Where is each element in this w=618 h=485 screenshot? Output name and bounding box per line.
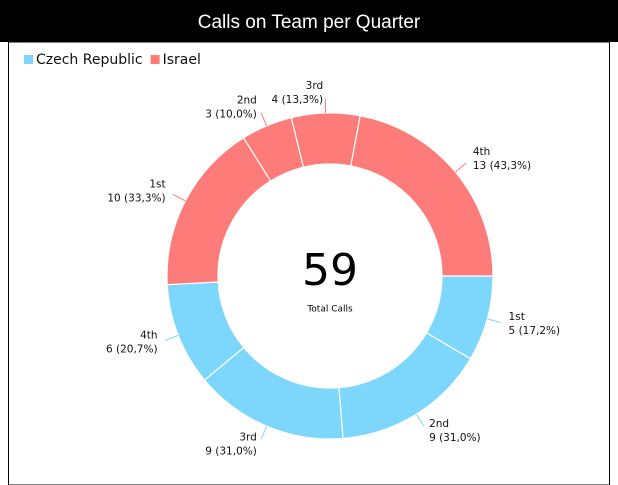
data-label-category: 2nd bbox=[237, 94, 257, 106]
title-bar bbox=[0, 0, 618, 42]
data-label: 5 (17,2%) bbox=[509, 325, 561, 337]
legend-swatch bbox=[24, 55, 33, 64]
data-label: 3 (10,0%) bbox=[205, 108, 257, 120]
donut-segment bbox=[290, 112, 361, 168]
legend-label: Israel bbox=[163, 52, 201, 68]
chart-title: Calls on Team per Quarter bbox=[198, 12, 421, 33]
data-label: 10 (33,3%) bbox=[107, 193, 165, 205]
data-label-category: 4th bbox=[473, 146, 490, 158]
data-label-category: 3rd bbox=[239, 432, 256, 444]
data-label-category: 1st bbox=[509, 311, 525, 323]
data-label: 9 (31,0%) bbox=[429, 432, 481, 444]
leader-line bbox=[260, 112, 268, 127]
data-label-category: 3rd bbox=[306, 80, 323, 92]
center-label: Total Calls bbox=[306, 305, 353, 315]
donut-segment bbox=[338, 332, 472, 440]
data-label: 9 (31,0%) bbox=[205, 446, 257, 458]
frame bbox=[8, 41, 610, 485]
center-value: 59 bbox=[302, 245, 358, 296]
legend-swatch bbox=[150, 55, 160, 64]
leader-line bbox=[455, 162, 467, 173]
leader-line bbox=[172, 193, 186, 202]
leader-line bbox=[164, 334, 179, 341]
donut-segment bbox=[350, 115, 494, 277]
data-label-category: 4th bbox=[140, 330, 157, 342]
data-label-category: 2nd bbox=[429, 418, 449, 430]
legend-label: Czech Republic bbox=[36, 52, 143, 68]
data-label: 6 (20,7%) bbox=[106, 344, 158, 356]
data-label-category: 1st bbox=[149, 179, 165, 191]
leader-line bbox=[487, 318, 501, 324]
leader-line bbox=[260, 425, 268, 440]
donut-segment bbox=[166, 136, 272, 286]
data-label: 4 (13,3%) bbox=[272, 94, 324, 106]
data-label: 13 (43,3%) bbox=[473, 160, 531, 172]
leader-line bbox=[416, 413, 425, 427]
